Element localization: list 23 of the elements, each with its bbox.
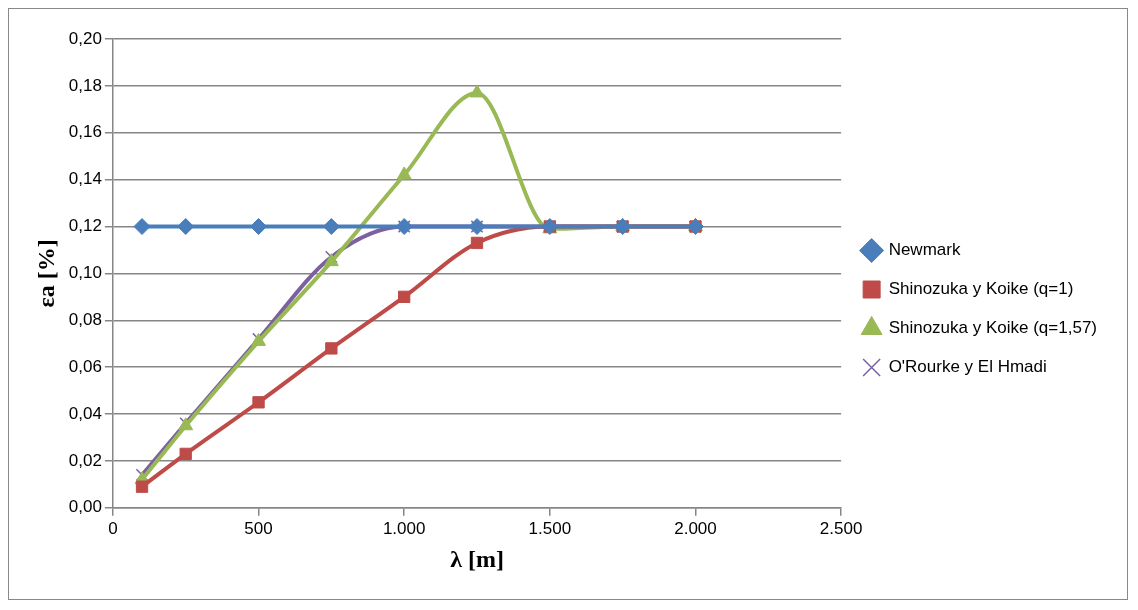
- x-tick-label: 2.000: [674, 518, 717, 538]
- x-axis-title: λ [m]: [450, 545, 504, 572]
- y-tick-label: 0,04: [68, 403, 102, 423]
- legend-label: Newmark: [888, 240, 961, 260]
- y-tick-label: 0,12: [68, 216, 102, 236]
- y-tick-label: 0,06: [68, 356, 102, 376]
- x-tick-label: 1.000: [382, 518, 426, 538]
- legend-label: Shinozuka y Koike (q=1): [888, 279, 1074, 299]
- x-tick-label: 0: [108, 518, 118, 538]
- y-tick-label: 0,18: [68, 75, 102, 95]
- x-tick-label: 1.500: [528, 518, 572, 538]
- legend-label: Shinozuka y Koike (q=1,57): [888, 318, 1097, 338]
- x-tick-label: 2.500: [819, 518, 863, 538]
- y-tick-label: 0,14: [68, 169, 102, 189]
- y-tick-label: 0,20: [68, 28, 102, 48]
- y-tick-label: 0,02: [68, 450, 102, 470]
- legend-label: O'Rourke y El Hmadi: [888, 357, 1047, 377]
- y-tick-label: 0,00: [68, 497, 102, 517]
- y-tick-label: 0,16: [68, 122, 102, 142]
- y-axis-title: εa [%]: [32, 239, 59, 308]
- y-tick-label: 0,08: [68, 309, 102, 329]
- y-tick-label: 0,10: [68, 263, 102, 283]
- x-tick-label: 500: [244, 518, 273, 538]
